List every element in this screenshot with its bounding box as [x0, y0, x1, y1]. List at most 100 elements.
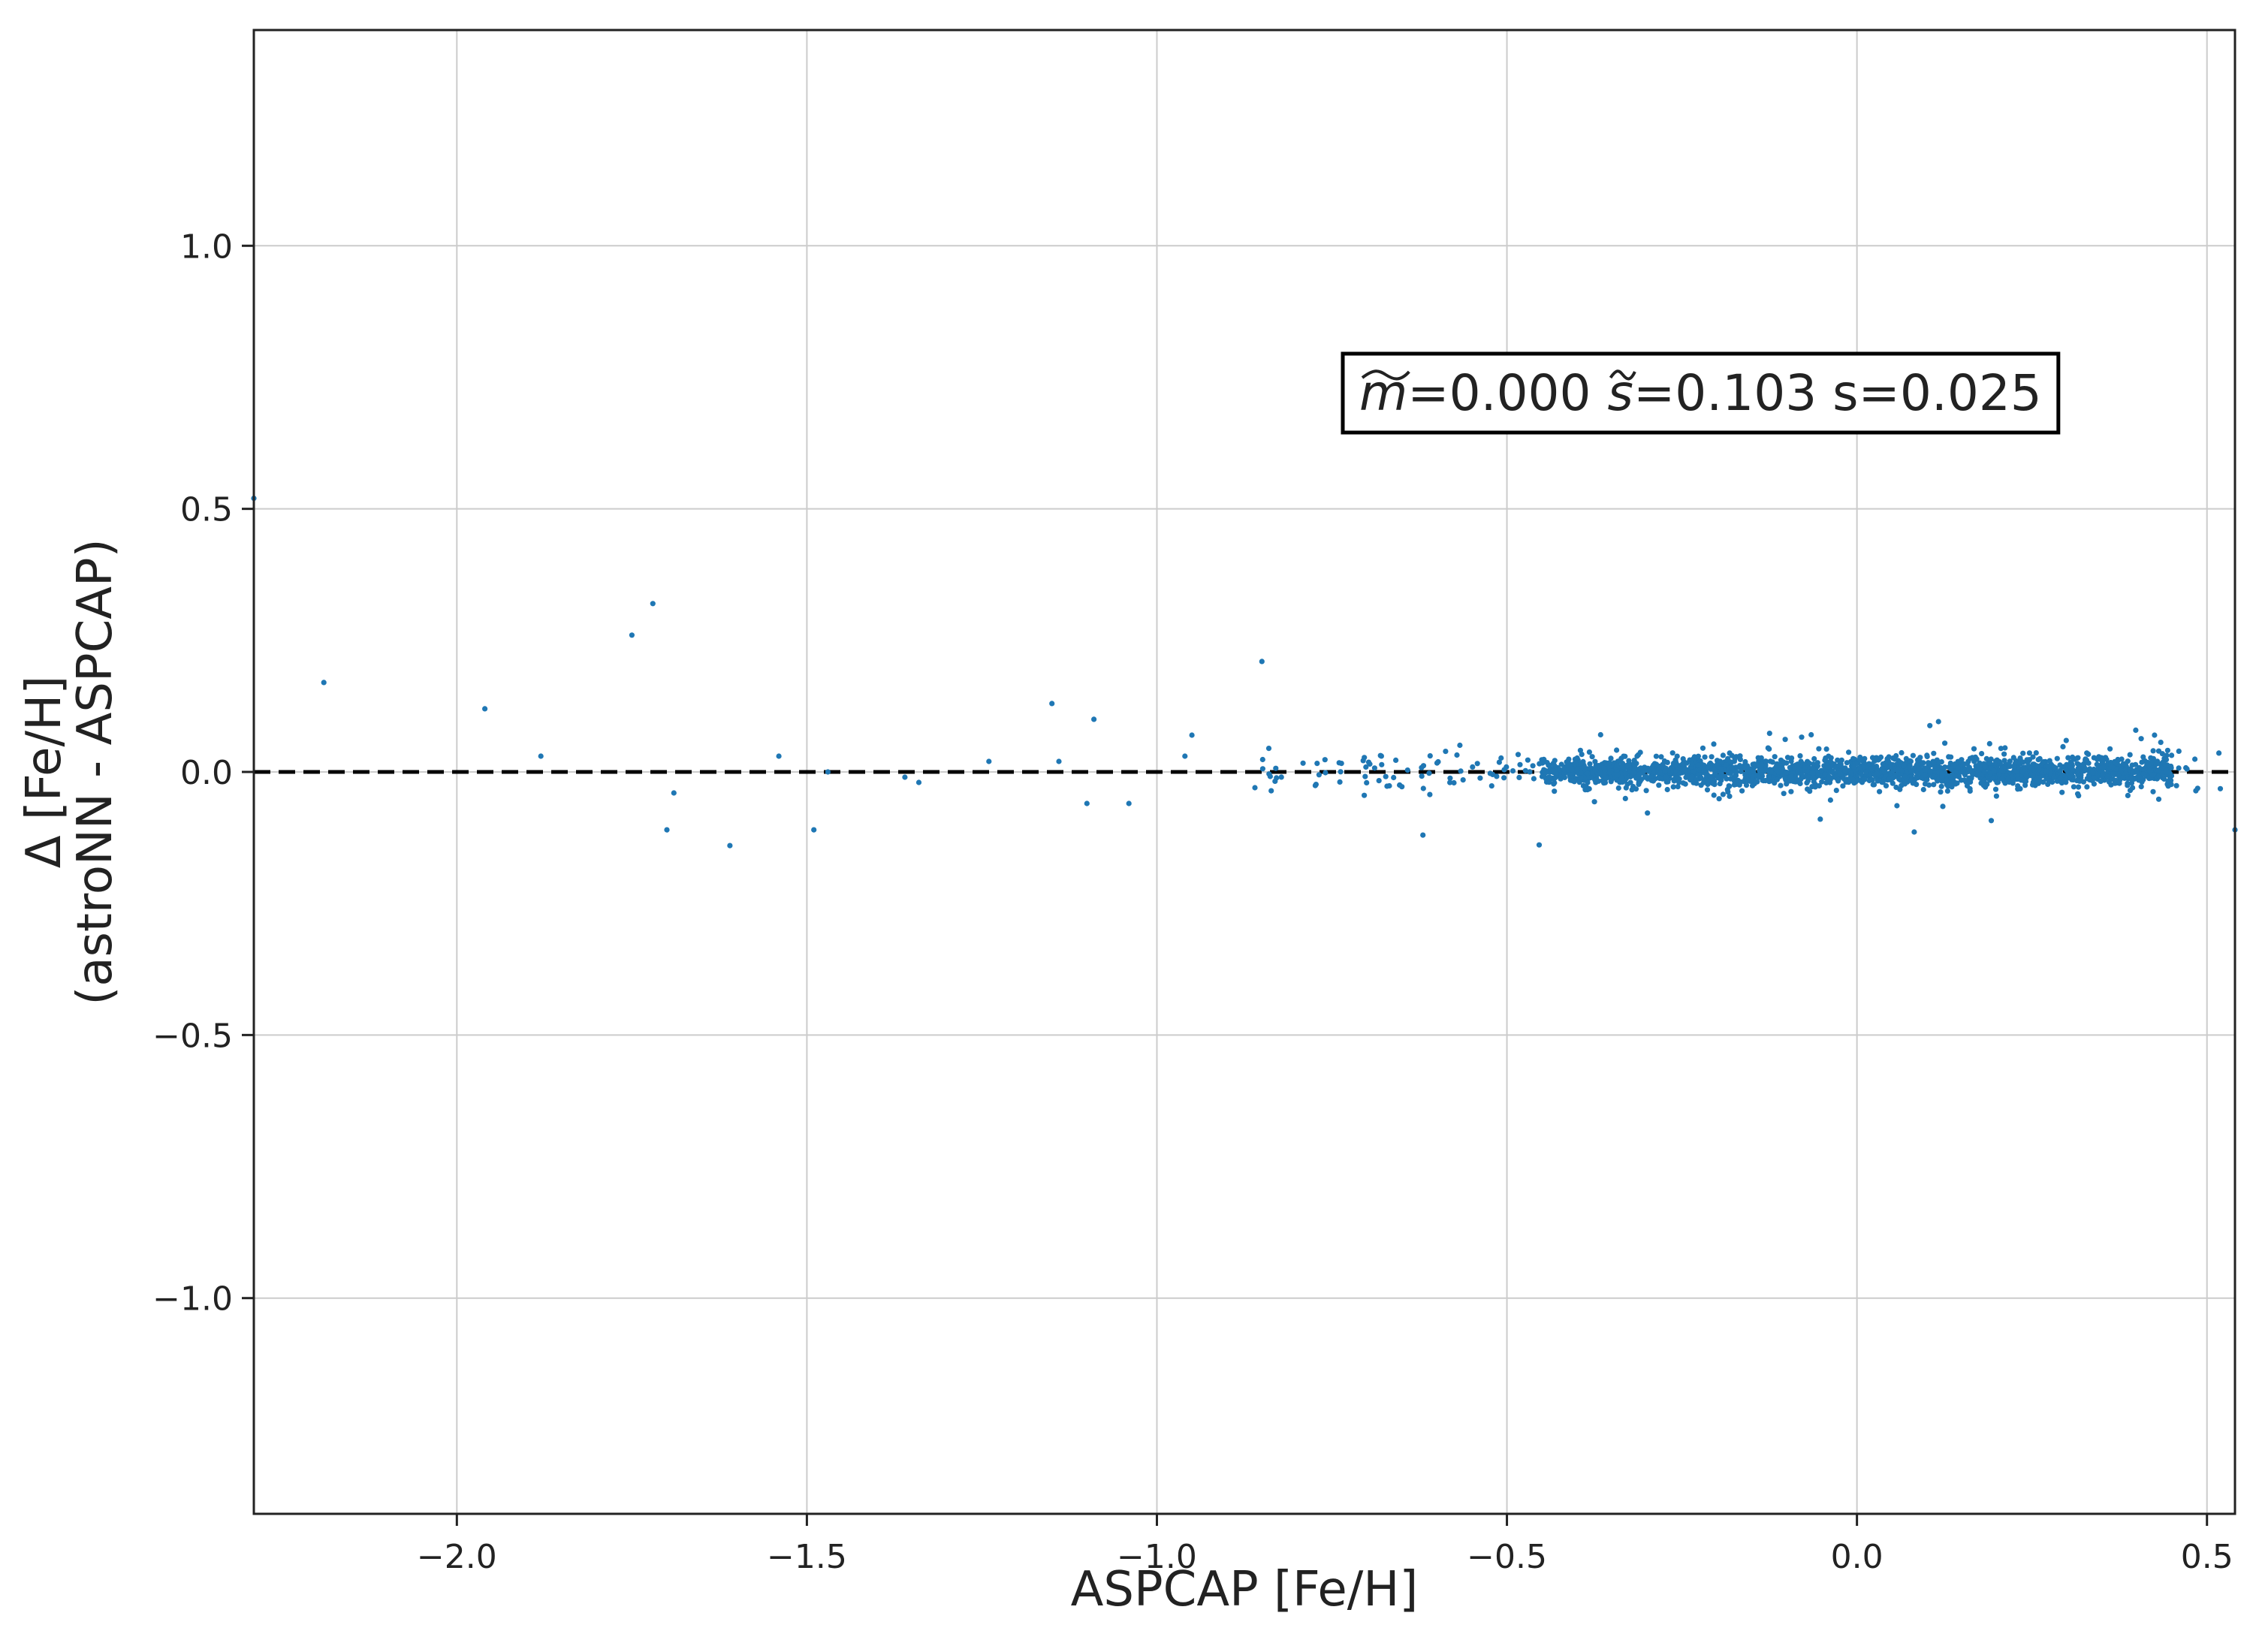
data-point — [1544, 760, 1550, 766]
data-point — [1498, 755, 1504, 761]
data-point — [2110, 764, 2116, 770]
data-point — [1623, 785, 1629, 791]
data-point — [2140, 771, 2146, 777]
data-point — [2150, 788, 2156, 794]
data-point — [1931, 782, 1937, 788]
y-tick-label: −1.0 — [152, 1280, 233, 1319]
data-point — [2158, 740, 2164, 746]
data-point — [1661, 758, 1667, 764]
data-point — [1805, 786, 1811, 792]
data-point — [2046, 758, 2052, 764]
data-point — [1716, 796, 1722, 802]
y-axis-title-line1: Δ [Fe/H] — [17, 676, 72, 868]
data-point — [1642, 773, 1648, 779]
data-point — [1840, 783, 1846, 789]
data-point — [1727, 783, 1733, 789]
data-point — [1709, 780, 1715, 786]
data-point — [1866, 761, 1872, 767]
data-point — [1868, 776, 1874, 782]
data-point — [2136, 773, 2142, 779]
data-point — [1939, 770, 1945, 776]
data-point — [1596, 778, 1602, 784]
data-point — [1828, 759, 1834, 765]
data-point — [2066, 763, 2073, 769]
data-point — [1737, 763, 1743, 769]
data-point — [1399, 784, 1405, 790]
data-point — [1863, 769, 1869, 775]
data-point — [2070, 767, 2076, 773]
data-point — [1674, 753, 1680, 759]
data-point — [1982, 764, 1988, 770]
data-point — [1743, 782, 1750, 788]
data-point — [1501, 775, 1507, 781]
data-point — [2100, 756, 2106, 762]
stats-annotation: m=0.000 s=0.103 s=0.025 — [1341, 351, 2061, 435]
data-point — [2074, 755, 2080, 761]
data-point — [2120, 761, 2126, 767]
data-point — [1816, 746, 1822, 752]
data-point — [1731, 782, 1737, 788]
data-point — [1822, 757, 1828, 764]
data-point — [1944, 788, 1950, 794]
data-point — [1738, 779, 1744, 785]
data-point — [1504, 764, 1510, 770]
data-point — [1858, 771, 1864, 778]
data-point — [1788, 773, 1794, 779]
data-point — [2164, 747, 2170, 753]
data-point — [1784, 755, 1791, 761]
data-point — [1850, 755, 1856, 761]
data-point — [1810, 775, 1816, 781]
data-point — [1126, 800, 1132, 806]
data-point — [2065, 755, 2071, 761]
data-point — [1907, 763, 1913, 769]
data-point — [1570, 767, 1576, 773]
data-point — [1874, 778, 1881, 784]
data-point — [1748, 778, 1754, 784]
data-point — [1570, 778, 1576, 784]
data-point — [1578, 761, 1584, 767]
data-point — [1636, 771, 1642, 777]
data-point — [1935, 760, 1941, 766]
data-point — [1701, 767, 1707, 773]
data-point — [2057, 775, 2064, 781]
data-point — [1378, 753, 1384, 759]
data-point — [2133, 727, 2139, 734]
data-point — [1799, 734, 1805, 740]
y-tick-label: −0.5 — [152, 1017, 233, 1055]
data-point — [1606, 770, 1612, 776]
data-point — [1987, 760, 1993, 767]
data-point — [2077, 778, 2083, 784]
data-point — [1886, 754, 1892, 760]
data-point — [2125, 758, 2131, 764]
data-point — [1979, 751, 1985, 757]
data-point — [1536, 842, 1543, 848]
data-point — [1516, 774, 1522, 780]
data-point — [1777, 761, 1783, 768]
data-point — [1745, 768, 1751, 774]
data-point — [1718, 758, 1724, 764]
data-point — [2167, 775, 2173, 781]
data-point — [915, 779, 922, 785]
data-point — [1700, 745, 1706, 751]
y-tick-label: 0.0 — [180, 754, 233, 792]
data-point — [2080, 779, 2086, 785]
data-point — [1457, 742, 1463, 749]
data-point — [1926, 760, 1932, 766]
data-point — [1907, 758, 1913, 764]
data-point — [650, 601, 656, 607]
data-point — [1420, 832, 1426, 838]
data-point — [1517, 761, 1523, 767]
data-point — [1550, 760, 1556, 767]
data-point — [1897, 759, 1903, 765]
data-point — [2192, 756, 2198, 762]
data-point — [2128, 780, 2135, 786]
data-point — [1539, 773, 1546, 779]
data-point — [2110, 771, 2116, 777]
data-point — [2161, 776, 2167, 782]
data-point — [1182, 753, 1188, 759]
data-point — [1049, 701, 1055, 707]
data-point — [1711, 741, 1717, 747]
data-point — [1546, 779, 1552, 785]
data-point — [1991, 767, 1997, 773]
data-point — [1252, 785, 1258, 791]
